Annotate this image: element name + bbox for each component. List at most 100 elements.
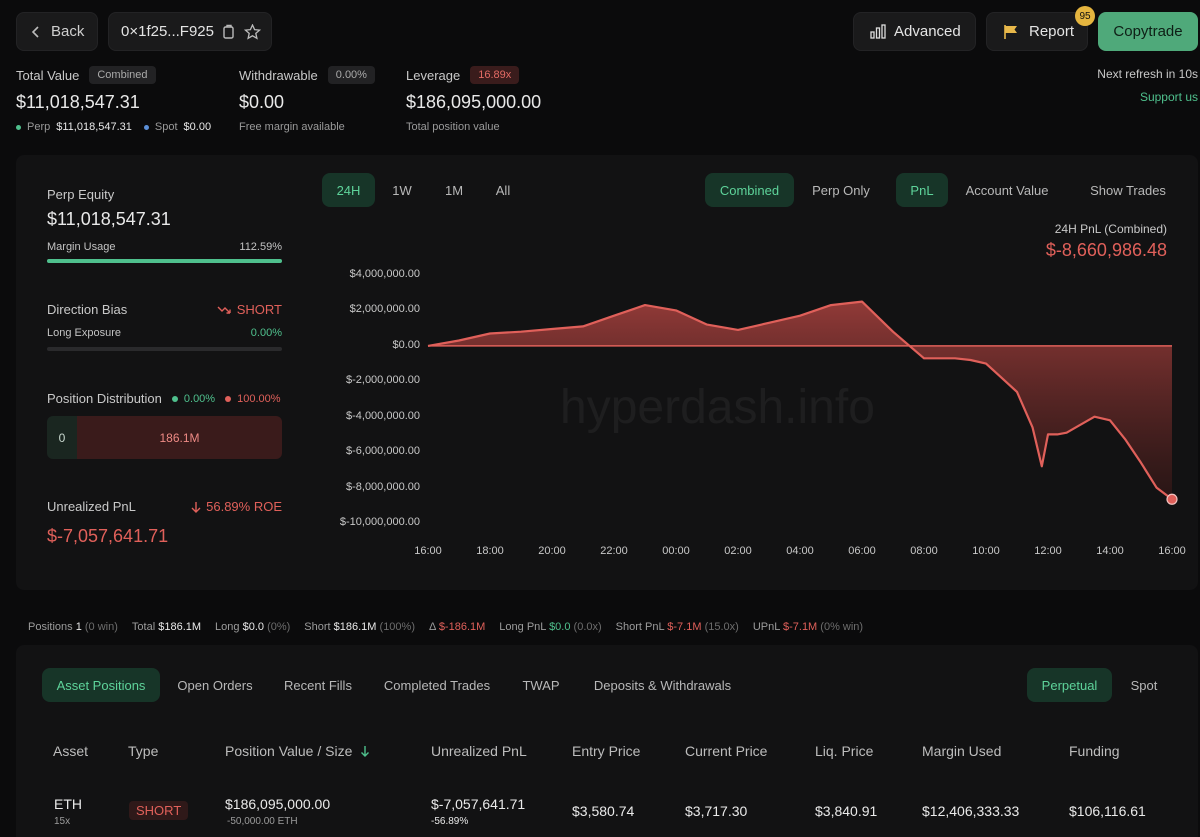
y-tick-label: $-4,000,000.00 [345,409,420,422]
col-funding[interactable]: Funding [1069,743,1120,759]
row-type-badge: SHORT [129,801,189,820]
show-trades-toggle[interactable]: Show Trades [1090,182,1166,198]
tab-recent-fills[interactable]: Recent Fills [284,677,352,693]
y-tick-label: $-6,000,000.00 [345,445,420,458]
row-leverage: 15x [54,816,71,827]
col-type[interactable]: Type [128,743,159,759]
last-point[interactable] [1166,493,1178,505]
x-tick-label: 20:00 [538,545,566,557]
row-liq-price: $3,840.91 [815,803,878,819]
direction-bias-label: Direction Bias [47,302,128,317]
copytrade-button[interactable]: Copytrade [1098,12,1198,51]
dist-long-segment: 0 [47,416,77,459]
next-refresh: Next refresh in 10s [1097,67,1198,81]
total-value-label: Total Value [16,67,80,83]
stat-delta: Δ $-186.1M [429,621,486,633]
x-tick-label: 14:00 [1096,545,1124,557]
flag-icon [1004,24,1017,39]
range-tab-24h[interactable]: 24H [322,173,375,207]
x-tick-label: 18:00 [476,545,504,557]
perp-label: Perp [27,121,51,133]
market-tab-perpetual[interactable]: Perpetual [1027,668,1112,702]
market-tab-spot[interactable]: Spot [1130,677,1158,693]
perp-dot-icon [16,124,21,130]
margin-usage-value: 112.59% [239,241,282,253]
metric-tab-pnl[interactable]: PnL [896,173,948,207]
withdrawable-value: $0.00 [239,92,285,112]
mode-tab-combined[interactable]: Combined [705,173,794,207]
long-exposure-label: Long Exposure [47,327,121,339]
x-tick-label: 02:00 [724,545,752,557]
col-unrealized-pnl[interactable]: Unrealized PnL [431,743,527,759]
address-chip[interactable]: 0×1f25...F925 [108,12,272,51]
support-link[interactable]: Support us [1139,90,1198,104]
margin-usage-fill [47,259,282,263]
margin-usage-label: Margin Usage [47,241,116,253]
long-exposure-value: 0.00% [250,327,282,339]
metric-tab-account-value[interactable]: Account Value [965,182,1049,198]
col-position-value[interactable]: Position Value / Size [225,743,370,759]
withdrawable-tag: 0.00% [327,66,375,84]
dist-short-value: 186.1M [159,430,200,445]
report-button[interactable]: Report [986,12,1088,51]
withdrawable-sub: Free margin available [239,121,345,133]
distribution-bar: 0 186.1M [47,416,282,459]
tab-completed-trades[interactable]: Completed Trades [383,677,491,693]
x-tick-label: 22:00 [600,545,628,557]
positions-card [16,645,1198,837]
pnl-line [427,300,1173,501]
wallet-address: 0×1f25...F925 [121,23,214,40]
y-tick-label: $0.00 [392,338,420,351]
range-tab-all[interactable]: All [495,182,511,198]
position-distribution-label: Position Distribution [47,391,162,406]
y-tick-label: $-2,000,000.00 [345,374,420,387]
col-asset[interactable]: Asset [53,743,89,759]
star-icon[interactable] [244,23,261,40]
x-tick-label: 08:00 [910,545,938,557]
report-count-badge: 95 [1075,6,1095,26]
col-margin-used[interactable]: Margin Used [922,743,1002,759]
long-exposure-bar [47,347,282,351]
tab-deposits-withdrawals[interactable]: Deposits & Withdrawals [593,677,732,693]
arrow-down-icon [191,501,201,513]
bar-chart-icon [870,24,886,39]
pnl-label: 24H PnL (Combined) [1054,222,1167,236]
total-value: $11,018,547.31 [16,92,140,112]
sort-down-icon[interactable] [360,745,370,757]
advanced-label: Advanced [894,23,961,40]
perp-value: $11,018,547.31 [56,121,132,133]
direction-bias: SHORT [217,302,282,317]
leverage-sub: Total position value [406,121,500,133]
tab-open-orders[interactable]: Open Orders [177,677,253,693]
tab-twap[interactable]: TWAP [522,677,560,693]
range-tab-1w[interactable]: 1W [392,182,412,198]
chart-watermark: hyperdash.info [560,381,875,434]
row-entry-price: $3,580.74 [572,803,635,819]
col-entry-price[interactable]: Entry Price [572,743,641,759]
dist-short-pct: 100.00% [237,392,281,405]
unrealized-pnl-label: Unrealized PnL [47,499,136,514]
mode-tab-perp-only[interactable]: Perp Only [812,182,870,198]
row-size: -50,000.00 ETH [227,816,298,827]
stat-long-pnl: Long PnL $0.0 (0.0x) [499,621,602,633]
row-upnl: $-7,057,641.71 [431,796,526,812]
y-tick-label: $2,000,000.00 [349,303,420,316]
trend-down-icon [217,306,231,314]
margin-usage-bar [47,259,282,263]
direction-bias-value: SHORT [236,302,282,317]
stat-long: Long $0.0 (0%) [215,621,291,633]
col-current-price[interactable]: Current Price [685,743,768,759]
x-tick-label: 16:00 [414,545,442,557]
y-tick-label: $-10,000,000.00 [339,516,420,528]
back-button[interactable]: Back [16,12,98,51]
col-liq-price[interactable]: Liq. Price [815,743,874,759]
stat-short-pnl: Short PnL $-7.1M (15.0x) [615,621,739,633]
copy-icon[interactable] [222,24,236,40]
dist-short-segment: 186.1M [77,416,282,459]
tab-asset-positions[interactable]: Asset Positions [42,668,160,702]
advanced-button[interactable]: Advanced [853,12,976,51]
range-tab-1m[interactable]: 1M [444,182,464,198]
row-funding: $106,116.61 [1069,803,1146,819]
leverage-block: Leverage 16.89x $186,095,000.00 Total po… [406,66,541,133]
pnl-area [428,301,1172,500]
